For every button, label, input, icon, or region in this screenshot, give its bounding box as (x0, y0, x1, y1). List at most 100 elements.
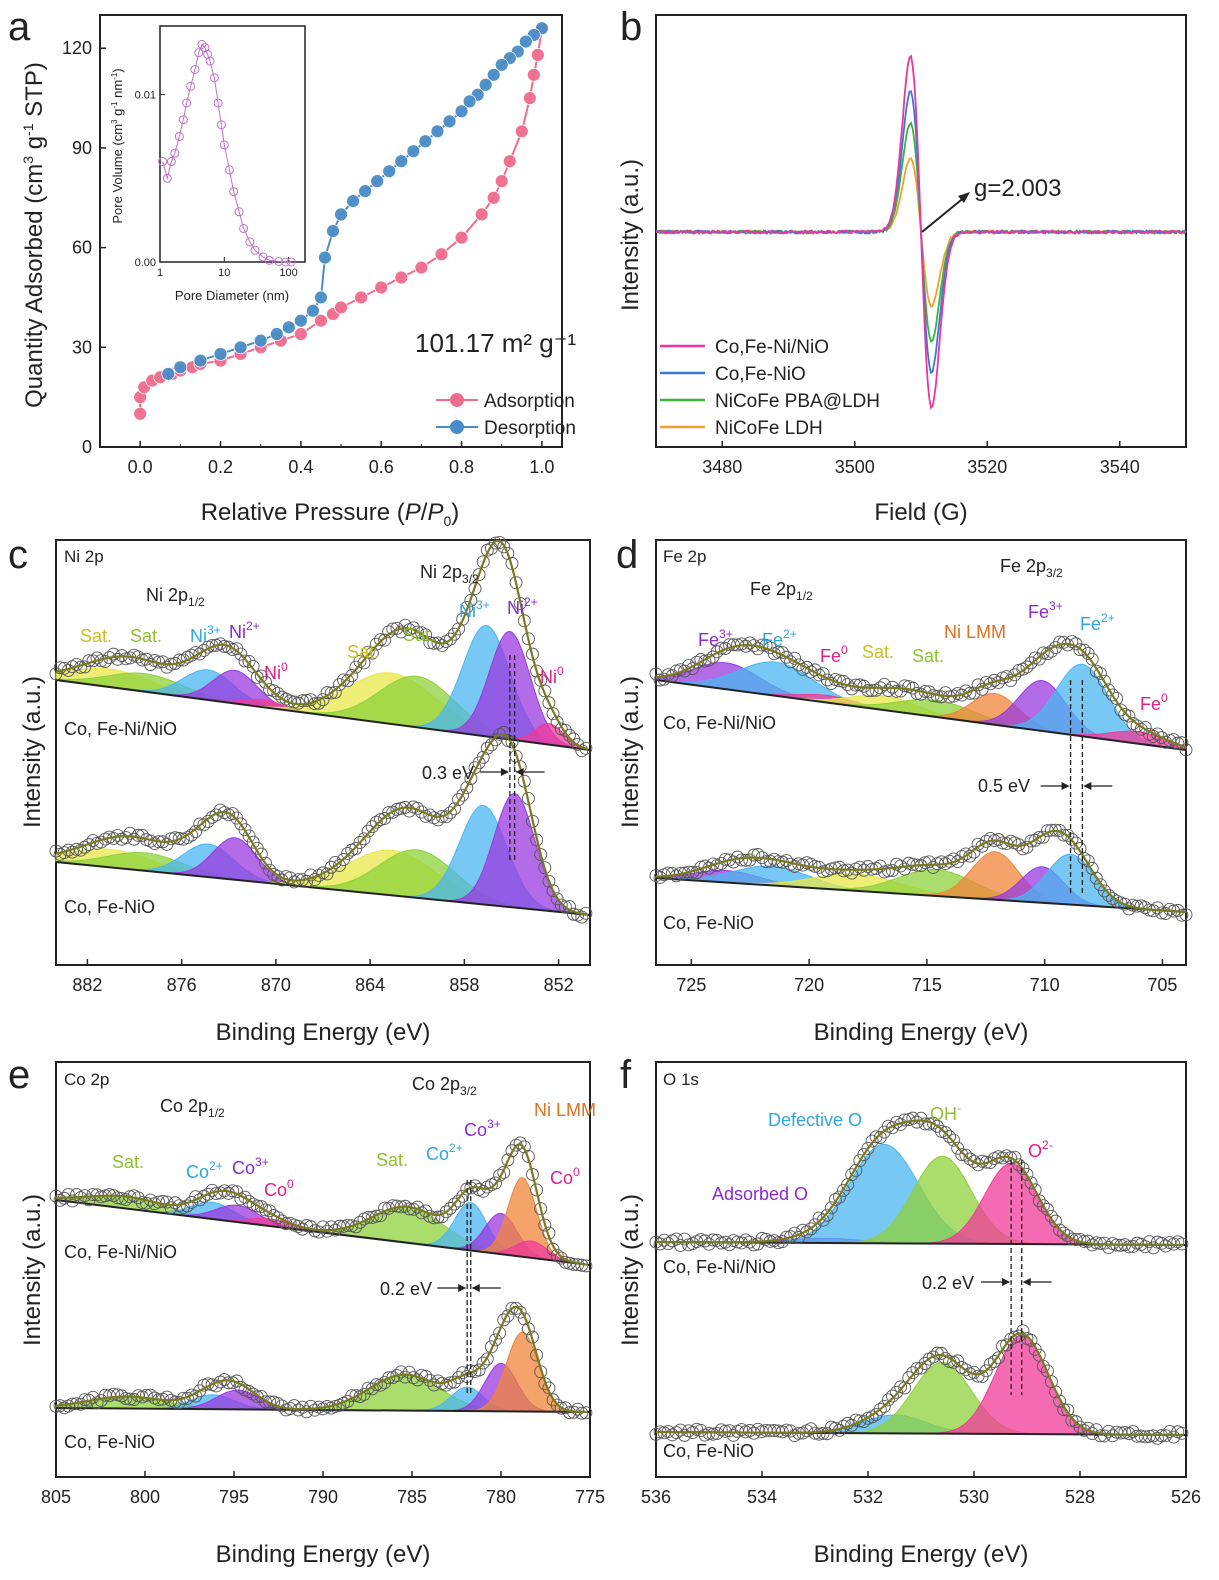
panel-d: d Fe 2p Binding Energy (eV) Intensity (a… (616, 533, 1193, 1046)
d-bottom-raw-point (1179, 908, 1193, 922)
c-top-raw-point (332, 678, 346, 691)
f-bottom-raw-point (992, 1351, 1005, 1365)
e-bottom-raw-point (308, 1403, 322, 1417)
e-bottom-baseline (55, 1407, 591, 1413)
desorption-point (418, 134, 433, 149)
e-bottom-raw-point (480, 1352, 494, 1366)
inset-point (213, 98, 223, 108)
c-bottom-raw-point (390, 802, 404, 816)
f-top-raw-point (959, 1148, 973, 1162)
e-top-raw-point (579, 1259, 593, 1273)
f-xtick-label: 530 (959, 1487, 989, 1507)
c-xtick-label: 852 (544, 975, 574, 995)
e-top-raw-point (476, 1184, 490, 1198)
legend-adsorption-marker (450, 393, 464, 407)
e-bottom-raw-point (398, 1370, 412, 1384)
d-top-raw-point (1106, 688, 1120, 702)
e-bottom-raw-point (263, 1395, 277, 1409)
d-bottom-raw-point (682, 865, 696, 879)
f-bottom-raw-point (1057, 1403, 1071, 1416)
e-bottom-raw-point (185, 1388, 199, 1402)
d-top-raw-point (1163, 733, 1177, 747)
c-bottom-raw-point (213, 803, 227, 817)
desorption-point (346, 194, 360, 208)
desorption-point (326, 224, 340, 238)
e-xtick-label: 795 (219, 1487, 249, 1507)
inset-point (224, 165, 234, 175)
d-top-raw-point (792, 658, 806, 672)
e-bottom-raw-point (144, 1388, 157, 1402)
e-top-raw-point (489, 1176, 502, 1190)
desorption-point (161, 366, 176, 381)
c-top-raw-point (394, 625, 408, 639)
panel-d-frame (655, 539, 1187, 966)
d-bottom-raw-point (881, 864, 895, 878)
adsorption-point (133, 406, 148, 421)
panel-e: e Co 2p Binding Energy (eV) Intensity (a… (8, 1053, 605, 1568)
f-xtick-label: 536 (641, 1487, 671, 1507)
e-top-raw-point (201, 1187, 215, 1201)
f-top-raw-point (898, 1113, 912, 1127)
d-label-sat-1: Sat. (862, 642, 894, 662)
d-xtick-label: 725 (676, 975, 706, 995)
c-bottom-raw-point (131, 828, 145, 842)
f-top-raw-point (1069, 1233, 1083, 1246)
f-top-raw-point (930, 1119, 944, 1133)
c-bottom-raw-point (201, 815, 215, 828)
d-top-raw-point (845, 682, 859, 696)
d-xtick-label: 720 (794, 975, 824, 995)
d-bottom-raw-point (853, 860, 867, 874)
a-xtick-label: 0.0 (128, 457, 153, 477)
c-top-raw-point (435, 639, 449, 652)
e-xtick-label: 780 (486, 1487, 516, 1507)
d-bottom-raw-point (1061, 828, 1075, 842)
c-bottom-raw-point (480, 741, 494, 755)
adsorption-point (354, 290, 369, 305)
adsorption-point (522, 91, 537, 105)
d-top-baseline (655, 679, 1187, 751)
c-bottom-raw-point (538, 861, 552, 875)
c-top-raw-point (558, 723, 572, 737)
f-top-raw-point (971, 1158, 985, 1172)
f-bottom-raw-point (886, 1389, 899, 1403)
c-label-sat-4: Sat. (403, 625, 435, 645)
d-top-raw-point (1102, 683, 1115, 697)
desorption-point (370, 174, 385, 189)
inset-xtick-label: 1 (157, 267, 163, 279)
adsorption-point (314, 313, 328, 328)
d-xtick-label: 710 (1030, 975, 1060, 995)
inset-point (186, 81, 196, 91)
c-bottom-raw-point (415, 805, 429, 819)
panel-b-xlabel: Field (G) (874, 499, 967, 526)
adsorption-point (434, 247, 449, 262)
inset-point (182, 98, 192, 108)
panel-a: a 0.0 0.2 0.4 0.6 0.8 1.0 0 30 60 90 120 Relative … (8, 5, 576, 529)
e-bottom-raw-point (168, 1395, 182, 1409)
d-bottom-baseline (655, 877, 1187, 913)
c-top-raw-point (468, 582, 482, 596)
adsorption-point (374, 280, 389, 295)
panel-c-label: c (8, 533, 28, 577)
d-bottom-raw-point (1049, 823, 1062, 837)
d-xtick-label: 705 (1147, 975, 1177, 995)
desorption-point (430, 124, 445, 139)
desorption-point (281, 320, 296, 335)
f-bottom-sample: Co, Fe-NiO (663, 1441, 754, 1461)
c-bottom-raw-point (534, 848, 548, 861)
d-top-raw-point (780, 650, 793, 664)
f-top-raw-point (1032, 1194, 1046, 1208)
c-top-raw-point (324, 686, 338, 700)
c-bottom-raw-point (382, 806, 396, 819)
c-bottom-raw-point (575, 910, 589, 924)
f-top-raw-point (947, 1133, 961, 1147)
c-bottom-raw-point (431, 813, 445, 827)
c-top-raw-point (509, 576, 523, 590)
f-bottom-raw-point (951, 1354, 965, 1368)
inset-point (166, 157, 176, 167)
desorption-point (462, 94, 477, 109)
f-top-sample: Co, Fe-Ni/NiO (663, 1257, 776, 1277)
c-shift-arrowhead-left (500, 768, 509, 776)
d-bottom-raw-point (955, 850, 969, 863)
d-bottom-raw-point (975, 839, 989, 853)
d-top-raw-point (1020, 660, 1034, 674)
